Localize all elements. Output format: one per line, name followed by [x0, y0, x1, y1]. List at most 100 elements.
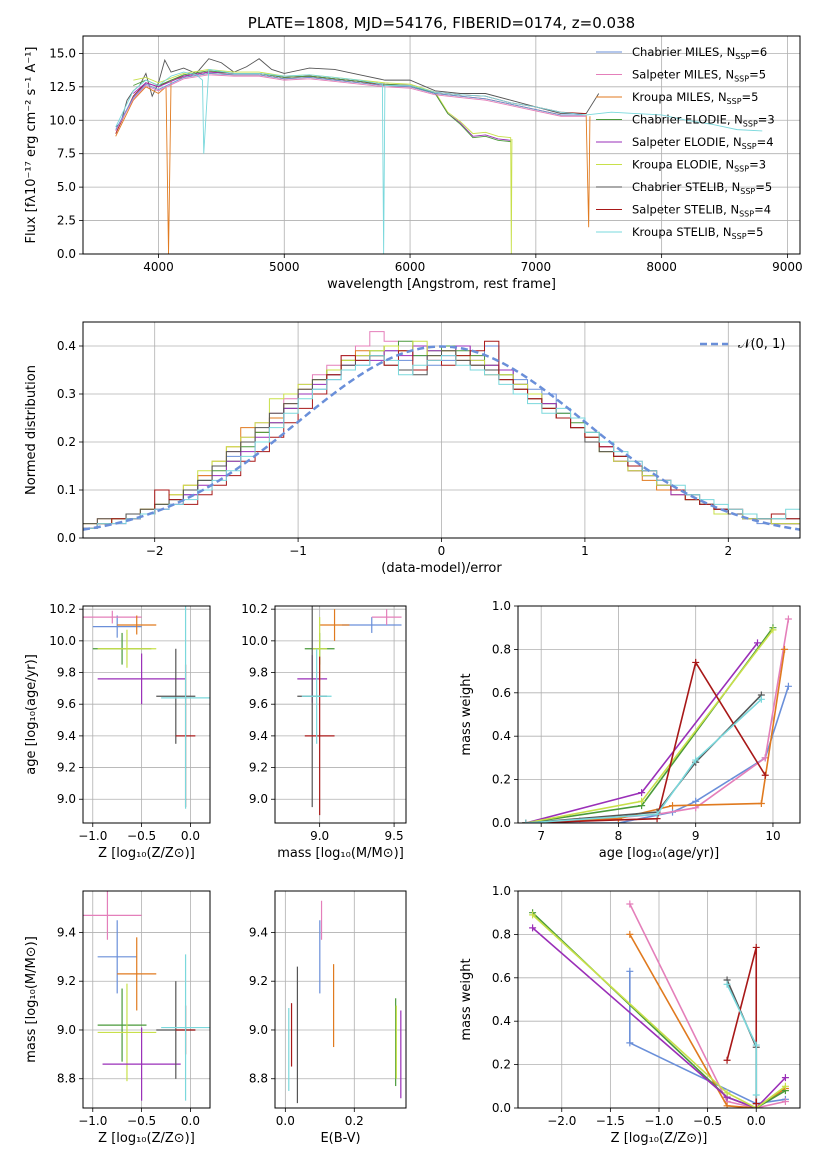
x-tick-label: −2: [146, 544, 164, 558]
weight-line: [525, 698, 762, 823]
weight-line: [525, 660, 766, 823]
y-tick-label: 9.2: [57, 974, 76, 988]
weight-line: [532, 927, 786, 1108]
y-tick-label: 15.0: [49, 46, 76, 60]
x-tick-label: 7000: [521, 260, 552, 274]
plus-marker: [752, 1041, 760, 1049]
y-axis-label: Flux [fλ10⁻¹⁷ erg cm⁻² s⁻¹ A⁻¹]: [24, 47, 39, 244]
plus-marker: [769, 626, 777, 634]
y-tick-label: 9.0: [57, 792, 76, 806]
x-tick-label: 8000: [646, 260, 677, 274]
spectrum-line: [115, 74, 587, 132]
x-axis-label: Z [log₁₀(Z/Z⊙)]: [611, 1131, 708, 1146]
chart-residuals: −2 −1 0 1 2 0.0 0.1 0.2 0.3 0.4 (data-model)/error…: [24, 321, 801, 576]
gaussian-curve: [83, 345, 800, 531]
plus-marker: [723, 1089, 731, 1097]
weight-line: [525, 686, 790, 823]
plot-area: [522, 615, 792, 823]
y-tick-label: 0.2: [57, 435, 76, 449]
plus-marker: [757, 695, 765, 703]
y-tick-label: 0.8: [492, 642, 511, 656]
y-tick-label: 5.0: [57, 180, 76, 194]
y-tick-label: 9.8: [249, 666, 268, 680]
plus-marker: [692, 797, 700, 805]
chart-spectrum: 4000 5000 6000 7000 8000 9000 0.0 2.5 5.0 7.5 10.0…: [24, 14, 803, 292]
plus-marker: [784, 682, 792, 690]
y-tick-label: 8.8: [57, 1072, 76, 1086]
y-axis-label: mass [log₁₀(M/M⊙)]: [24, 936, 39, 1063]
spectrum-line: [115, 58, 600, 128]
weight-line: [629, 934, 786, 1108]
plot-area: [83, 606, 210, 809]
histogram-step: [83, 355, 800, 529]
plus-marker: [626, 1039, 634, 1047]
y-tick-label: 0.6: [492, 971, 511, 985]
chart-ebv: 0.0 0.2 8.8 9.0 9.2 9.4 E(B-V): [249, 890, 407, 1146]
x-tick-label: 5000: [269, 260, 300, 274]
spectrum-line: [115, 68, 763, 254]
x-tick-label: 6000: [395, 260, 426, 274]
y-tick-label: 0.4: [492, 1014, 511, 1028]
y-tick-label: 9.4: [57, 729, 76, 743]
spectrum-line: [133, 68, 513, 254]
y-tick-label: 9.0: [249, 792, 268, 806]
plus-marker: [723, 1102, 731, 1108]
chart-weight_vs_z: −2.0 −1.5 −1.0 −0.5 0.0 0.0 0.2 0.4 0.6 0.8 1.0 Z […: [459, 884, 801, 1146]
plot-area: [297, 606, 402, 816]
y-tick-label: 10.0: [49, 634, 76, 648]
x-tick-label: −1.0: [78, 1114, 107, 1128]
plus-marker: [781, 1082, 789, 1090]
y-tick-label: 0.2: [492, 1058, 511, 1072]
x-axis-label: Z [log₁₀(Z/Z⊙)]: [98, 846, 195, 861]
axes-frame: [82, 321, 801, 539]
y-axis-label: age [log₁₀(age/yr)]: [24, 654, 39, 775]
plus-marker: [529, 911, 537, 919]
weight-line: [525, 627, 774, 823]
x-axis-label: (data-model)/error: [381, 561, 502, 576]
legend-label: Kroupa MILES, NSSP=5: [632, 90, 758, 106]
axes-frame: [274, 890, 407, 1109]
y-tick-label: 9.2: [57, 761, 76, 775]
plus-marker: [626, 900, 634, 908]
axes-frame: [82, 890, 211, 1109]
chart-age_vs_z: −1.0 −0.5 0.0 9.0 9.2 9.4 9.6 9.8 10.0 10.2 Z [log…: [24, 602, 211, 861]
y-axis-label: mass weight: [459, 673, 474, 755]
plus-marker: [626, 930, 634, 938]
axes-frame: [82, 605, 211, 824]
chart-weight_vs_age: 7 8 9 10 0.0 0.2 0.4 0.6 0.8 1.0 age [log₁₀(age/yr…: [459, 599, 801, 861]
x-tick-label: 0.2: [345, 1114, 364, 1128]
y-tick-label: 0.6: [492, 686, 511, 700]
x-tick-label: 0.0: [181, 1114, 200, 1128]
plus-marker: [692, 658, 700, 666]
x-tick-label: −2.0: [547, 1114, 576, 1128]
x-tick-label: −1: [289, 544, 307, 558]
x-axis-label: Z [log₁₀(Z/Z⊙)]: [98, 1131, 195, 1146]
plus-marker: [626, 967, 634, 975]
plot-area: [288, 900, 402, 1104]
y-axis-label: mass weight: [459, 958, 474, 1040]
y-tick-label: 2.5: [57, 214, 76, 228]
legend-label: Salpeter STELIB, NSSP=4: [632, 203, 771, 219]
y-tick-label: 0.2: [492, 773, 511, 787]
y-tick-label: 0.4: [57, 339, 76, 353]
plus-marker: [669, 802, 677, 810]
x-tick-label: 9.5: [385, 829, 404, 843]
plus-marker: [781, 1097, 789, 1105]
x-tick-label: 0.0: [747, 1114, 766, 1128]
legend-label: Kroupa ELODIE, NSSP=3: [632, 158, 766, 174]
x-axis-label: age [log₁₀(age/yr)]: [599, 846, 720, 861]
x-axis-label: mass [log₁₀(M/M⊙)]: [277, 846, 404, 861]
y-tick-label: 10.2: [49, 602, 76, 616]
x-tick-label: −0.5: [693, 1114, 722, 1128]
weight-line: [629, 903, 786, 1108]
y-tick-label: 9.0: [249, 1023, 268, 1037]
y-tick-label: 10.0: [241, 634, 268, 648]
x-axis-label: E(B-V): [320, 1131, 360, 1146]
y-tick-label: 0.4: [492, 729, 511, 743]
plus-marker: [752, 1100, 760, 1108]
legend-label: Salpeter MILES, NSSP=5: [632, 68, 766, 84]
weight-line: [726, 947, 758, 1104]
x-tick-label: 9.0: [310, 829, 329, 843]
y-tick-label: 1.0: [492, 599, 511, 613]
x-tick-label: 9: [692, 829, 700, 843]
